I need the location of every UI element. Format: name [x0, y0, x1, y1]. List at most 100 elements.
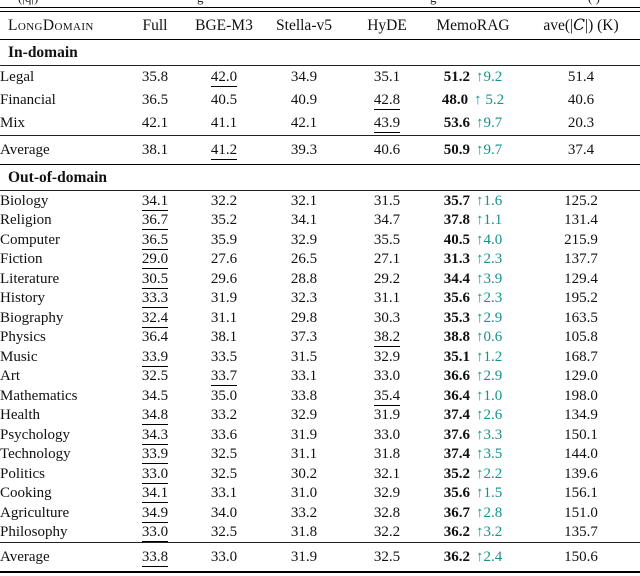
- avg-context-length-value: 125.2: [564, 192, 598, 209]
- stella-v5-value: 40.9: [290, 92, 318, 108]
- stella-v5-value: 33.2: [290, 504, 318, 521]
- full-value: 36.4: [141, 329, 169, 345]
- stella-v5-value-cell: 32.9: [258, 230, 350, 250]
- bge-m3-value: 33.5: [210, 348, 238, 365]
- table-row: Politics 33.0 32.5 30.2 32.1 35.2 ↑2.2 13…: [0, 464, 640, 484]
- avg-context-length-cell: 139.6: [522, 464, 640, 484]
- memorag-value: 53.6: [443, 115, 470, 131]
- bge-m3-value: 29.6: [210, 270, 238, 287]
- full-value-cell: 42.1: [120, 112, 190, 136]
- stella-v5-value-cell: 26.5: [258, 250, 350, 270]
- hyde-value-cell: 33.0: [350, 425, 424, 445]
- avg-context-length-value: 139.6: [564, 465, 598, 482]
- avg-context-length-cell: 150.1: [522, 425, 640, 445]
- avg-context-length-cell: 150.6: [522, 543, 640, 572]
- avg-context-length-cell: 144.0: [522, 445, 640, 465]
- memorag-value-cell: 35.2 ↑2.2: [424, 464, 522, 484]
- stella-v5-value-cell: 31.5: [258, 347, 350, 367]
- avg-context-length-cell: 135.7: [522, 523, 640, 543]
- calligraphic-c: C: [573, 16, 585, 34]
- bge-m3-value-cell: 27.6: [190, 250, 258, 270]
- hyde-value-cell: 32.8: [350, 503, 424, 523]
- memorag-value-cell: 35.1 ↑1.2: [424, 347, 522, 367]
- table-row: Computer 36.5 35.9 32.9 35.5 40.5 ↑4.0 21…: [0, 230, 640, 250]
- avg-context-length-cell: 129.4: [522, 269, 640, 289]
- full-value: 34.5: [141, 387, 169, 404]
- full-value-cell: 34.9: [120, 503, 190, 523]
- stella-v5-value: 37.3: [290, 329, 318, 345]
- hyde-value: 31.9: [373, 407, 401, 423]
- domain-label: Financial: [0, 92, 56, 108]
- hyde-value: 35.5: [373, 231, 401, 248]
- table-row: History 33.3 31.9 32.3 31.1 35.6 ↑2.3 195…: [0, 289, 640, 309]
- memorag-value: 31.3: [443, 251, 470, 267]
- avg-context-length-cell: 198.0: [522, 386, 640, 406]
- stella-v5-value-cell: 33.2: [258, 503, 350, 523]
- avg-context-length-value: 20.3: [567, 115, 595, 131]
- domain-label: Mathematics: [0, 387, 78, 404]
- improvement-delta: ↑2.2: [476, 465, 503, 482]
- table-row: Mix 42.1 41.1 42.1 43.9 53.6 ↑9.7 20.3: [0, 112, 640, 136]
- stella-v5-value-cell: 34.1: [258, 211, 350, 231]
- full-value-cell: 33.3: [120, 289, 190, 308]
- full-value-cell: 33.9: [120, 445, 190, 464]
- bge-m3-value-cell: 33.7: [190, 367, 258, 386]
- avg-context-length-value: 51.4: [567, 69, 595, 85]
- hyde-value-cell: 34.7: [350, 211, 424, 231]
- ave-header-prefix: ave(|: [543, 17, 574, 34]
- stella-v5-value: 34.1: [290, 212, 318, 228]
- full-value-cell: 38.1: [120, 136, 190, 165]
- bge-m3-value-cell: 38.1: [190, 328, 258, 348]
- hyde-value: 31.5: [373, 192, 401, 209]
- col-header-memorag: MemoRAG: [436, 16, 510, 34]
- hyde-value-cell: 38.2: [350, 328, 424, 347]
- bge-m3-value: 33.1: [210, 485, 238, 501]
- clipped-text-fragment: ( ): [588, 0, 600, 4]
- table-body: In-domain Legal 35.8 42.0 34.9 35.1 51.2…: [0, 40, 640, 572]
- stella-v5-value-cell: 32.9: [258, 406, 350, 426]
- full-value: 36.5: [141, 92, 169, 108]
- hyde-value: 38.2: [373, 329, 401, 347]
- full-value: 33.0: [141, 465, 169, 484]
- hyde-value-cell: 31.8: [350, 445, 424, 465]
- domain-label: Religion: [0, 212, 52, 228]
- memorag-value: 36.2: [443, 548, 470, 565]
- avg-context-length-value: 150.6: [564, 548, 598, 565]
- avg-context-length-cell: 137.7: [522, 250, 640, 270]
- stella-v5-value: 28.8: [290, 270, 318, 287]
- hyde-value-cell: 35.1: [350, 66, 424, 90]
- avg-context-length-value: 215.9: [564, 231, 598, 248]
- full-value-cell: 32.4: [120, 308, 190, 328]
- full-value: 34.8: [141, 407, 169, 425]
- avg-context-length-value: 37.4: [567, 141, 595, 158]
- full-value: 34.3: [141, 426, 169, 445]
- hyde-value: 31.8: [373, 446, 401, 462]
- bge-m3-value: 31.1: [210, 309, 238, 326]
- full-value-cell: 33.8: [120, 543, 190, 572]
- table-row: Cooking 34.1 33.1 31.0 32.9 35.6 ↑1.5 156…: [0, 484, 640, 504]
- memorag-value-cell: 38.8 ↑0.6: [424, 328, 522, 348]
- domain-label: Art: [0, 368, 20, 384]
- clipped-caption-row: (|q|) g g ( ): [0, 0, 640, 7]
- improvement-delta: ↑3.2: [476, 524, 503, 540]
- memorag-value: 34.4: [443, 270, 470, 287]
- stella-v5-value-cell: 31.9: [258, 425, 350, 445]
- memorag-value-cell: 35.7 ↑1.6: [424, 191, 522, 211]
- bge-m3-value: 35.2: [210, 212, 238, 228]
- improvement-delta: ↑2.4: [476, 548, 503, 565]
- table-row: Psychology 34.3 33.6 31.9 33.0 37.6 ↑3.3 …: [0, 425, 640, 445]
- stella-v5-value-cell: 31.1: [258, 445, 350, 465]
- stella-v5-value-cell: 32.3: [258, 289, 350, 309]
- improvement-delta: ↑4.0: [476, 231, 503, 248]
- col-header-stella-v5: Stella-v5: [276, 16, 332, 34]
- domain-label: Technology: [0, 446, 71, 462]
- full-value-cell: 30.5: [120, 269, 190, 289]
- hyde-value-cell: 33.0: [350, 367, 424, 387]
- avg-context-length-value: 195.2: [564, 290, 598, 306]
- hyde-value: 32.8: [373, 504, 401, 521]
- hyde-value-cell: 32.9: [350, 484, 424, 504]
- hyde-value: 32.2: [373, 524, 401, 540]
- hyde-value: 35.4: [373, 387, 401, 406]
- avg-context-length-cell: 134.9: [522, 406, 640, 426]
